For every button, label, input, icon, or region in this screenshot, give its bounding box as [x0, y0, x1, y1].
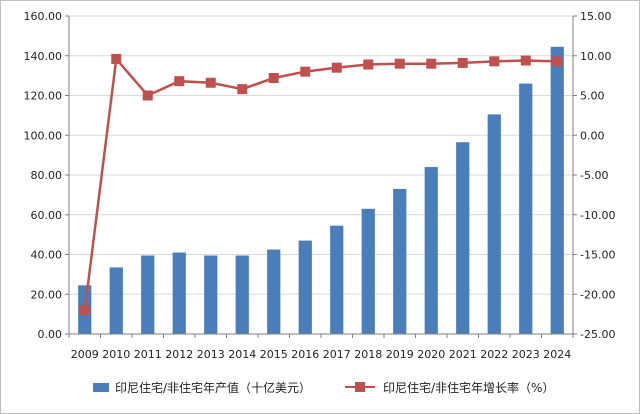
point-2011 — [142, 90, 153, 101]
x-tick-label: 2009 — [71, 348, 99, 361]
point-2022 — [489, 56, 500, 67]
x-tick-label: 2015 — [260, 348, 288, 361]
bar-2023 — [519, 83, 533, 334]
point-2021 — [457, 57, 468, 68]
right-tick-label: -25.00 — [580, 328, 615, 341]
bar-2018 — [361, 208, 375, 334]
x-tick-label: 2016 — [291, 348, 319, 361]
left-tick-label: 40.00 — [31, 249, 63, 262]
left-tick-label: 0.00 — [38, 328, 63, 341]
bar-2024 — [550, 46, 564, 335]
left-tick-label: 160.00 — [24, 10, 63, 23]
line-series — [79, 53, 563, 316]
right-axis-ticks: -25.00 -20.00 -15.00 -10.00 -5.00 0.00 5.00 10.… — [573, 10, 615, 341]
x-tick-label: 2011 — [134, 348, 162, 361]
x-tick-label: 2014 — [228, 348, 256, 361]
x-tick-label: 2013 — [197, 348, 225, 361]
bar-2015 — [267, 249, 281, 334]
right-tick-label: -20.00 — [580, 288, 615, 301]
left-tick-label: 80.00 — [31, 169, 63, 182]
point-2010 — [111, 53, 122, 64]
legend-bar-label: 印尼住宅/非住宅年产值（十亿美元） — [115, 380, 311, 395]
legend-bar-swatch — [93, 383, 109, 392]
x-tick-label: 2023 — [512, 348, 540, 361]
x-tick-label: 2022 — [480, 348, 508, 361]
bar-series — [78, 46, 564, 335]
left-tick-label: 100.00 — [24, 129, 63, 142]
point-2023 — [520, 55, 531, 66]
x-tick-label: 2019 — [386, 348, 414, 361]
right-tick-label: -5.00 — [580, 169, 608, 182]
right-tick-label: 10.00 — [580, 50, 612, 63]
bar-2020 — [424, 167, 438, 334]
bar-2017 — [330, 225, 344, 334]
right-tick-label: 0.00 — [580, 129, 605, 142]
point-2012 — [174, 76, 185, 87]
bar-2013 — [204, 255, 218, 334]
x-tick-label: 2021 — [449, 348, 477, 361]
bar-2019 — [393, 188, 407, 334]
point-2017 — [331, 62, 342, 73]
point-2016 — [300, 66, 311, 77]
point-2013 — [205, 77, 216, 88]
bar-2021 — [456, 142, 470, 334]
left-tick-label: 140.00 — [24, 50, 63, 63]
x-tick-label: 2018 — [354, 348, 382, 361]
right-tick-label: -10.00 — [580, 209, 615, 222]
bar-2012 — [172, 252, 186, 334]
legend: 印尼住宅/非住宅年产值（十亿美元） 印尼住宅/非住宅年增长率（%） — [93, 380, 554, 395]
x-tick-label: 2020 — [417, 348, 445, 361]
legend-line-label: 印尼住宅/非住宅年增长率（%） — [383, 380, 554, 395]
right-tick-label: -15.00 — [580, 249, 615, 262]
bar-2022 — [487, 114, 501, 334]
point-2020 — [426, 58, 437, 69]
point-2009 — [79, 305, 90, 316]
right-tick-label: 5.00 — [580, 90, 605, 103]
x-tick-label: 2010 — [102, 348, 130, 361]
point-2019 — [394, 58, 405, 69]
x-tick-label: 2012 — [165, 348, 193, 361]
point-2014 — [237, 84, 248, 95]
x-tick-label: 2017 — [323, 348, 351, 361]
bar-2016 — [298, 240, 312, 334]
left-tick-label: 120.00 — [24, 90, 63, 103]
point-2015 — [268, 73, 279, 84]
bar-2014 — [235, 255, 249, 334]
left-axis-ticks: 0.00 20.00 40.00 60.00 80.00 100.00 120.00 140.… — [24, 10, 69, 341]
right-tick-label: 15.00 — [580, 10, 612, 23]
x-axis-ticks: 2009 2010 2011 2012 2013 2014 2015 2016 2017 2018… — [68, 334, 574, 361]
bar-2011 — [141, 255, 155, 334]
legend-line-marker — [355, 382, 365, 392]
point-2024 — [552, 56, 563, 67]
left-tick-label: 20.00 — [31, 288, 63, 301]
bar-2010 — [109, 267, 123, 334]
x-tick-label: 2024 — [543, 348, 571, 361]
growth-line — [83, 55, 558, 311]
point-2018 — [363, 59, 374, 70]
left-tick-label: 60.00 — [31, 209, 63, 222]
